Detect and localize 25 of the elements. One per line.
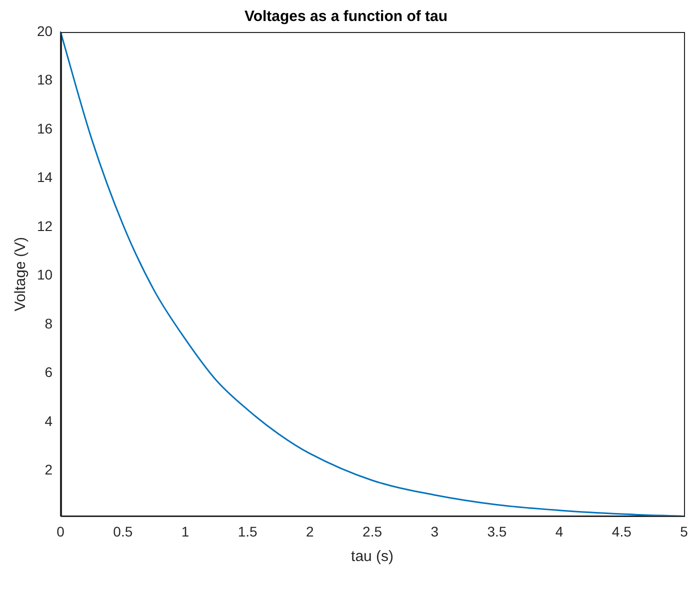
x-tick-label: 5 (680, 523, 688, 540)
chart-title: Voltages as a function of tau (244, 8, 448, 26)
x-tick-label: 4 (555, 523, 564, 540)
x-tick-label: 1 (181, 523, 190, 540)
line-series (60, 32, 684, 516)
x-tick-label: 2 (306, 523, 314, 540)
y-tick-label: 20 (36, 22, 53, 39)
x-tick-label: 1.5 (238, 523, 258, 540)
y-tick-label: 6 (44, 364, 53, 380)
y-tick-label: 12 (36, 218, 53, 234)
y-axis-title: Voltage (V) (12, 236, 30, 312)
y-tick-label: 8 (44, 315, 53, 332)
y-tick-label: 2 (44, 461, 53, 478)
x-tick-label: 2.5 (362, 523, 382, 540)
y-tick-label: 16 (36, 120, 53, 136)
x-tick-label: 4.5 (612, 523, 632, 540)
x-tick-label: 0.5 (113, 523, 133, 540)
x-tick-label: 3.5 (487, 523, 507, 540)
y-tick-label: 18 (36, 72, 53, 88)
x-axis-title: tau (s) (351, 548, 394, 566)
y-tick-label: 10 (36, 266, 53, 283)
y-tick-label: 14 (36, 169, 53, 186)
x-tick-label: 3 (430, 523, 439, 540)
x-tick-label: 0 (56, 523, 65, 540)
y-tick-label: 4 (44, 412, 53, 429)
